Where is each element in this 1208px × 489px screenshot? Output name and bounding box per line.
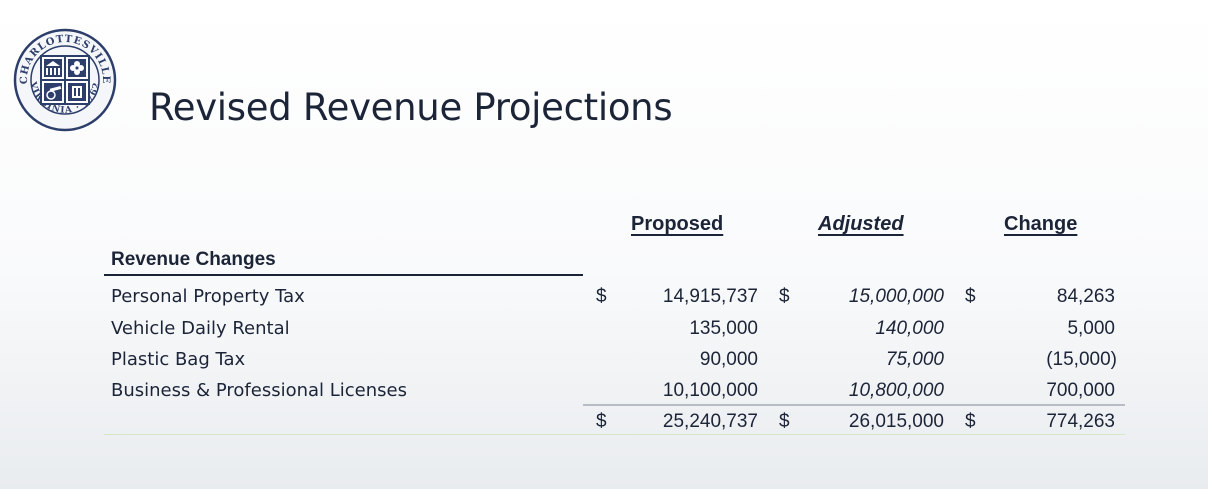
change-value: (15,000) xyxy=(1046,349,1117,370)
section-divider xyxy=(104,274,583,276)
table-row: Personal Property Tax $ 14,915,737 $ 15,… xyxy=(0,286,1208,316)
total-proposed: 25,240,737 xyxy=(662,411,758,432)
header-change: Change xyxy=(1004,213,1078,235)
change-value: 5,000 xyxy=(1067,318,1115,339)
row-label: Personal Property Tax xyxy=(111,286,305,307)
adjusted-value: 10,800,000 xyxy=(848,380,944,401)
total-change: 774,263 xyxy=(1046,411,1115,432)
seal-shield-icon xyxy=(40,55,90,105)
table-bottom-divider xyxy=(104,434,1125,435)
table-row: Vehicle Daily Rental 135,000 140,000 5,0… xyxy=(0,318,1208,348)
change-value: 84,263 xyxy=(1056,286,1115,307)
city-seal-logo: CHARLOTTESVILLE VIRGINIA · 1762 xyxy=(13,28,117,132)
table-row: Plastic Bag Tax 90,000 75,000 (15,000) xyxy=(0,349,1208,379)
section-label: Revenue Changes xyxy=(111,249,276,270)
currency-symbol: $ xyxy=(965,411,976,432)
currency-symbol: $ xyxy=(596,411,607,432)
currency-symbol: $ xyxy=(779,286,790,307)
header-adjusted: Adjusted xyxy=(818,213,904,235)
row-label: Business & Professional Licenses xyxy=(111,380,407,401)
header-proposed: Proposed xyxy=(631,213,724,235)
currency-symbol: $ xyxy=(965,286,976,307)
proposed-value: 135,000 xyxy=(689,318,758,339)
row-label: Vehicle Daily Rental xyxy=(111,318,290,339)
currency-symbol: $ xyxy=(779,411,790,432)
row-label: Plastic Bag Tax xyxy=(111,349,246,370)
adjusted-value: 140,000 xyxy=(875,318,944,339)
table-row: Business & Professional Licenses 10,100,… xyxy=(0,380,1208,410)
proposed-value: 14,915,737 xyxy=(662,286,758,307)
total-adjusted: 26,015,000 xyxy=(848,411,944,432)
proposed-value: 10,100,000 xyxy=(662,380,758,401)
proposed-value: 90,000 xyxy=(699,349,758,370)
adjusted-value: 75,000 xyxy=(885,349,944,370)
total-row: $ 25,240,737 $ 26,015,000 $ 774,263 xyxy=(0,411,1208,441)
page-title: Revised Revenue Projections xyxy=(149,86,673,129)
change-value: 700,000 xyxy=(1046,380,1115,401)
adjusted-value: 15,000,000 xyxy=(848,286,944,307)
currency-symbol: $ xyxy=(596,286,607,307)
total-divider xyxy=(583,404,1125,406)
